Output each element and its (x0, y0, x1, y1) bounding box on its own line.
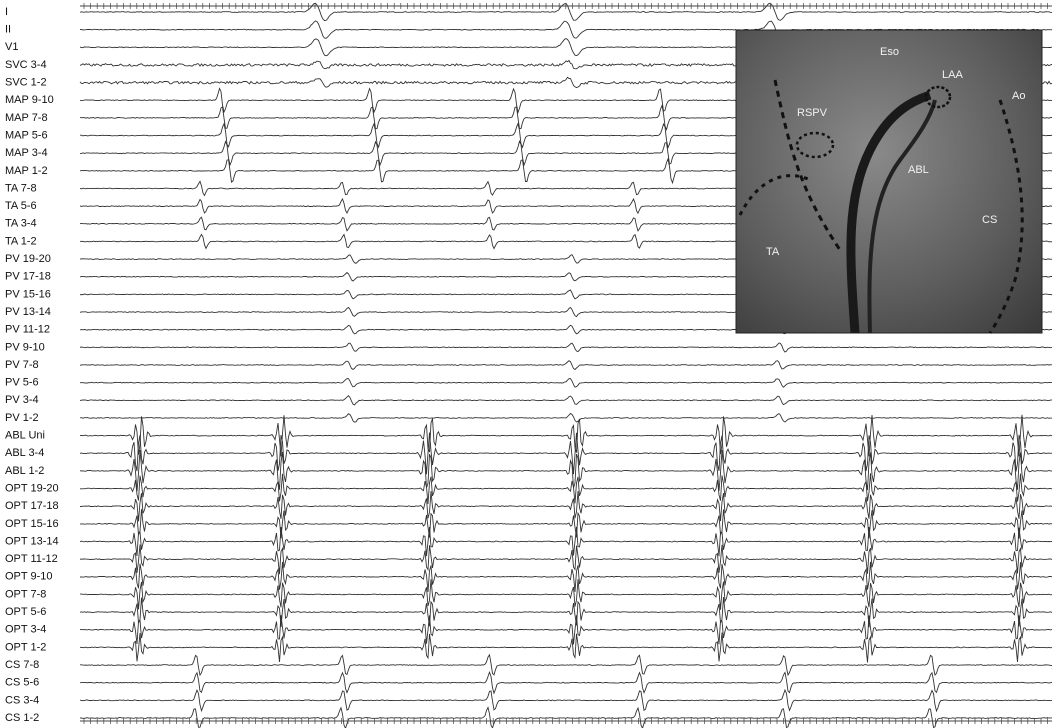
channel-label: PV 1-2 (5, 412, 39, 424)
channel-label: CS 7-8 (5, 659, 39, 671)
channel-label: MAP 5-6 (5, 129, 48, 141)
fluoro-label: Ao (1012, 90, 1025, 102)
channel-label: II (5, 24, 11, 36)
channel-label: PV 11-12 (5, 324, 50, 336)
channel-label: CS 1-2 (5, 712, 39, 724)
channel-label: TA 3-4 (5, 218, 37, 230)
channel-label: PV 5-6 (5, 377, 39, 389)
channel-label: PV 3-4 (5, 394, 39, 406)
channel-label: PV 15-16 (5, 288, 51, 300)
ecg-recording: IIIV1SVC 3-4SVC 1-2MAP 9-10MAP 7-8MAP 5-… (0, 0, 1055, 728)
fluoro-label: LAA (942, 69, 963, 81)
channel-label: MAP 1-2 (5, 165, 48, 177)
fluoro-label: TA (766, 246, 780, 258)
channel-label: ABL 1-2 (5, 465, 44, 477)
channel-label: OPT 9-10 (5, 571, 53, 583)
channel-label: OPT 3-4 (5, 624, 46, 636)
channel-label: OPT 19-20 (5, 482, 59, 494)
channel-label: PV 17-18 (5, 271, 51, 283)
channel-label: OPT 1-2 (5, 641, 46, 653)
channel-label: MAP 3-4 (5, 147, 48, 159)
fluoro-label: RSPV (797, 107, 828, 119)
channel-label: SVC 1-2 (5, 77, 47, 89)
fluoroscopy-inset: Eso LAA Ao RSPV ABL CS TA (736, 30, 1042, 333)
channel-label: MAP 9-10 (5, 94, 54, 106)
channel-label: OPT 15-16 (5, 518, 59, 530)
channel-label: TA 7-8 (5, 182, 37, 194)
channel-label: SVC 3-4 (5, 59, 47, 71)
channel-label: MAP 7-8 (5, 112, 48, 124)
channel-label: OPT 17-18 (5, 500, 59, 512)
channel-label: ABL 3-4 (5, 447, 44, 459)
channel-label: V1 (5, 41, 18, 53)
channel-label: OPT 7-8 (5, 588, 46, 600)
fluoro-label: Eso (880, 46, 899, 58)
channel-label: TA 1-2 (5, 235, 37, 247)
channel-label: ABL Uni (5, 430, 45, 442)
channel-label: PV 9-10 (5, 341, 45, 353)
channel-label: PV 19-20 (5, 253, 51, 265)
fluoro-label: ABL (908, 164, 929, 176)
channel-label: TA 5-6 (5, 200, 37, 212)
channel-label: OPT 13-14 (5, 535, 59, 547)
channel-label: I (5, 6, 8, 18)
channel-label: OPT 11-12 (5, 553, 58, 565)
channel-label: CS 5-6 (5, 677, 39, 689)
channel-label: CS 3-4 (5, 694, 39, 706)
channel-label: OPT 5-6 (5, 606, 46, 618)
channel-label: PV 13-14 (5, 306, 51, 318)
fluoro-label: CS (982, 214, 997, 226)
channel-label: PV 7-8 (5, 359, 39, 371)
